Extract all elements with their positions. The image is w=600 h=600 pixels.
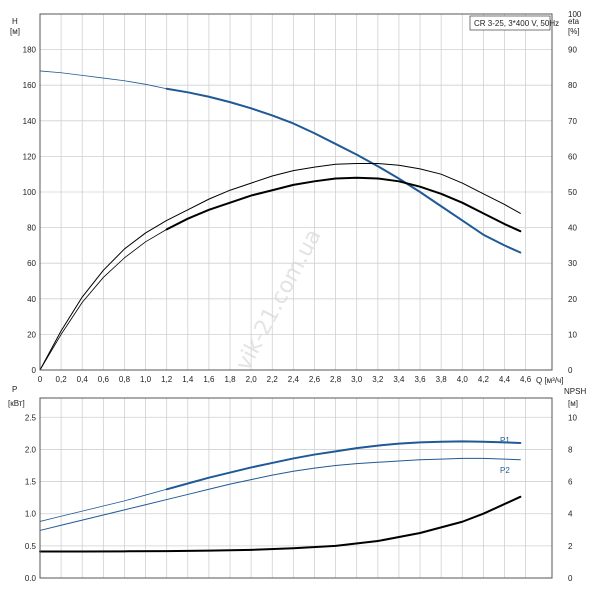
top-y-right-title: eta <box>568 17 580 26</box>
top-y-left-tick-2: 40 <box>27 295 36 304</box>
top-y-left-tick-8: 160 <box>23 81 37 90</box>
bottom-y-right-unit: [м] <box>568 399 578 408</box>
top-panel: 0 0,2 0,4 0,6 0,8 1,0 1,2 1,4 1,6 1,8 2,0 2,2 2,4 2,6… <box>10 10 582 385</box>
legend-box <box>469 15 551 31</box>
top-y-left-tick-6: 120 <box>23 152 37 161</box>
top-x-tick-23: 4,6 <box>520 375 532 384</box>
bot-y-right-tick-2: 4 <box>568 510 573 519</box>
top-x-tick-7: 1,4 <box>182 375 194 384</box>
series-label-p2: P2 <box>500 466 510 475</box>
top-y-left-tick-0: 0 <box>32 366 37 375</box>
top-y-left-unit: [м] <box>10 27 20 36</box>
top-y-right-tick-5: 50 <box>568 188 577 197</box>
bot-y-right-tick-3: 6 <box>568 478 573 487</box>
top-x-tick-16: 3,2 <box>372 375 384 384</box>
bot-y-right-tick-5: 10 <box>568 413 577 422</box>
top-y-right-tick-2: 20 <box>568 295 577 304</box>
top-x-tick-0: 0 <box>38 375 43 384</box>
top-y-left-tick-3: 60 <box>27 259 36 268</box>
top-x-tick-20: 4,0 <box>457 375 469 384</box>
bot-series-0 <box>39 488 168 522</box>
watermark: vik-21.com.ua <box>231 225 326 375</box>
top-x-tick-13: 2,6 <box>309 375 321 384</box>
bot-series-2 <box>39 457 521 531</box>
top-series-4 <box>39 163 521 371</box>
bottom-plot-frame <box>39 397 553 579</box>
top-x-tick-2: 0,4 <box>77 375 89 384</box>
top-x-tick-17: 3,4 <box>393 375 405 384</box>
top-y-right-tick-4: 40 <box>568 224 577 233</box>
top-series <box>39 70 522 371</box>
top-y-left-title: H <box>12 17 18 26</box>
top-y-right-tick-8: 80 <box>568 81 577 90</box>
bot-y-right-tick-4: 8 <box>568 445 573 454</box>
bot-series-3 <box>39 495 522 553</box>
top-x-tick-8: 1,6 <box>203 375 215 384</box>
top-series-0 <box>39 70 168 90</box>
top-series-1 <box>165 87 522 254</box>
top-x-tick-21: 4,2 <box>478 375 490 384</box>
top-y-right-ticks: 0 10 20 30 40 50 60 70 80 90 100 <box>568 10 582 375</box>
top-series-3 <box>165 176 522 233</box>
top-x-tick-5: 1,0 <box>140 375 152 384</box>
top-y-left-tick-9: 180 <box>23 46 37 55</box>
top-plot-frame <box>39 13 553 371</box>
bot-y-left-tick-1: 0.5 <box>25 542 37 551</box>
top-y-right-tick-7: 70 <box>568 117 577 126</box>
top-x-ticks: 0 0,2 0,4 0,6 0,8 1,0 1,2 1,4 1,6 1,8 2,0 2,2 2,4 2,6… <box>38 375 532 384</box>
bottom-y-left-ticks: 0.0 0.5 1.0 1.5 2.0 2.5 <box>25 413 37 583</box>
bottom-y-left-unit: [кВт] <box>8 399 25 408</box>
bot-y-right-tick-1: 2 <box>568 542 573 551</box>
top-y-right-unit: [%] <box>568 27 580 36</box>
top-y-right-tick-0: 0 <box>568 366 573 375</box>
bottom-series <box>39 440 522 553</box>
bottom-grid <box>39 398 552 579</box>
bot-y-right-tick-0: 0 <box>568 574 573 583</box>
top-y-left-tick-7: 140 <box>23 117 37 126</box>
bot-y-left-tick-0: 0.0 <box>25 574 37 583</box>
top-y-right-tick-10: 100 <box>568 10 582 19</box>
top-x-tick-3: 0,6 <box>98 375 110 384</box>
top-x-tick-15: 3,0 <box>351 375 363 384</box>
top-x-tick-9: 1,8 <box>224 375 236 384</box>
bot-y-left-tick-4: 2.0 <box>25 445 37 454</box>
bot-y-left-tick-2: 1.0 <box>25 510 37 519</box>
top-y-right-tick-9: 90 <box>568 46 577 55</box>
top-x-tick-12: 2,4 <box>288 375 300 384</box>
top-y-right-tick-6: 60 <box>568 152 577 161</box>
top-y-right-tick-3: 30 <box>568 259 577 268</box>
top-y-left-tick-5: 100 <box>23 188 37 197</box>
top-x-tick-4: 0,8 <box>119 375 131 384</box>
legend-box-text: CR 3-25, 3*400 V, 50Hz <box>474 19 559 28</box>
bot-y-left-tick-3: 1.5 <box>25 478 37 487</box>
top-x-tick-14: 2,8 <box>330 375 342 384</box>
top-x-tick-10: 2,0 <box>246 375 258 384</box>
top-y-right-tick-1: 10 <box>568 330 577 339</box>
top-series-2 <box>39 228 168 371</box>
top-y-left-tick-1: 20 <box>27 330 36 339</box>
top-x-tick-18: 3,6 <box>414 375 426 384</box>
bot-series-1 <box>165 440 522 491</box>
top-x-tick-1: 0,2 <box>56 375 68 384</box>
top-grid <box>39 14 552 371</box>
bottom-y-right-ticks: 0 2 4 6 8 10 <box>568 413 577 583</box>
series-label-p1: P1 <box>500 436 510 445</box>
bot-y-left-tick-5: 2.5 <box>25 413 37 422</box>
top-x-tick-19: 3,8 <box>436 375 448 384</box>
top-y-left-tick-4: 80 <box>27 224 36 233</box>
x-axis-title: Q [м³/ч] <box>536 376 563 385</box>
top-x-tick-11: 2,2 <box>267 375 279 384</box>
top-x-tick-22: 4,4 <box>499 375 511 384</box>
bottom-y-left-title: P <box>12 385 17 394</box>
bottom-y-right-title: NPSH <box>564 387 586 396</box>
top-x-tick-6: 1,2 <box>161 375 173 384</box>
top-y-left-ticks: 0 20 40 60 80 100 120 140 160 180 <box>23 46 37 375</box>
